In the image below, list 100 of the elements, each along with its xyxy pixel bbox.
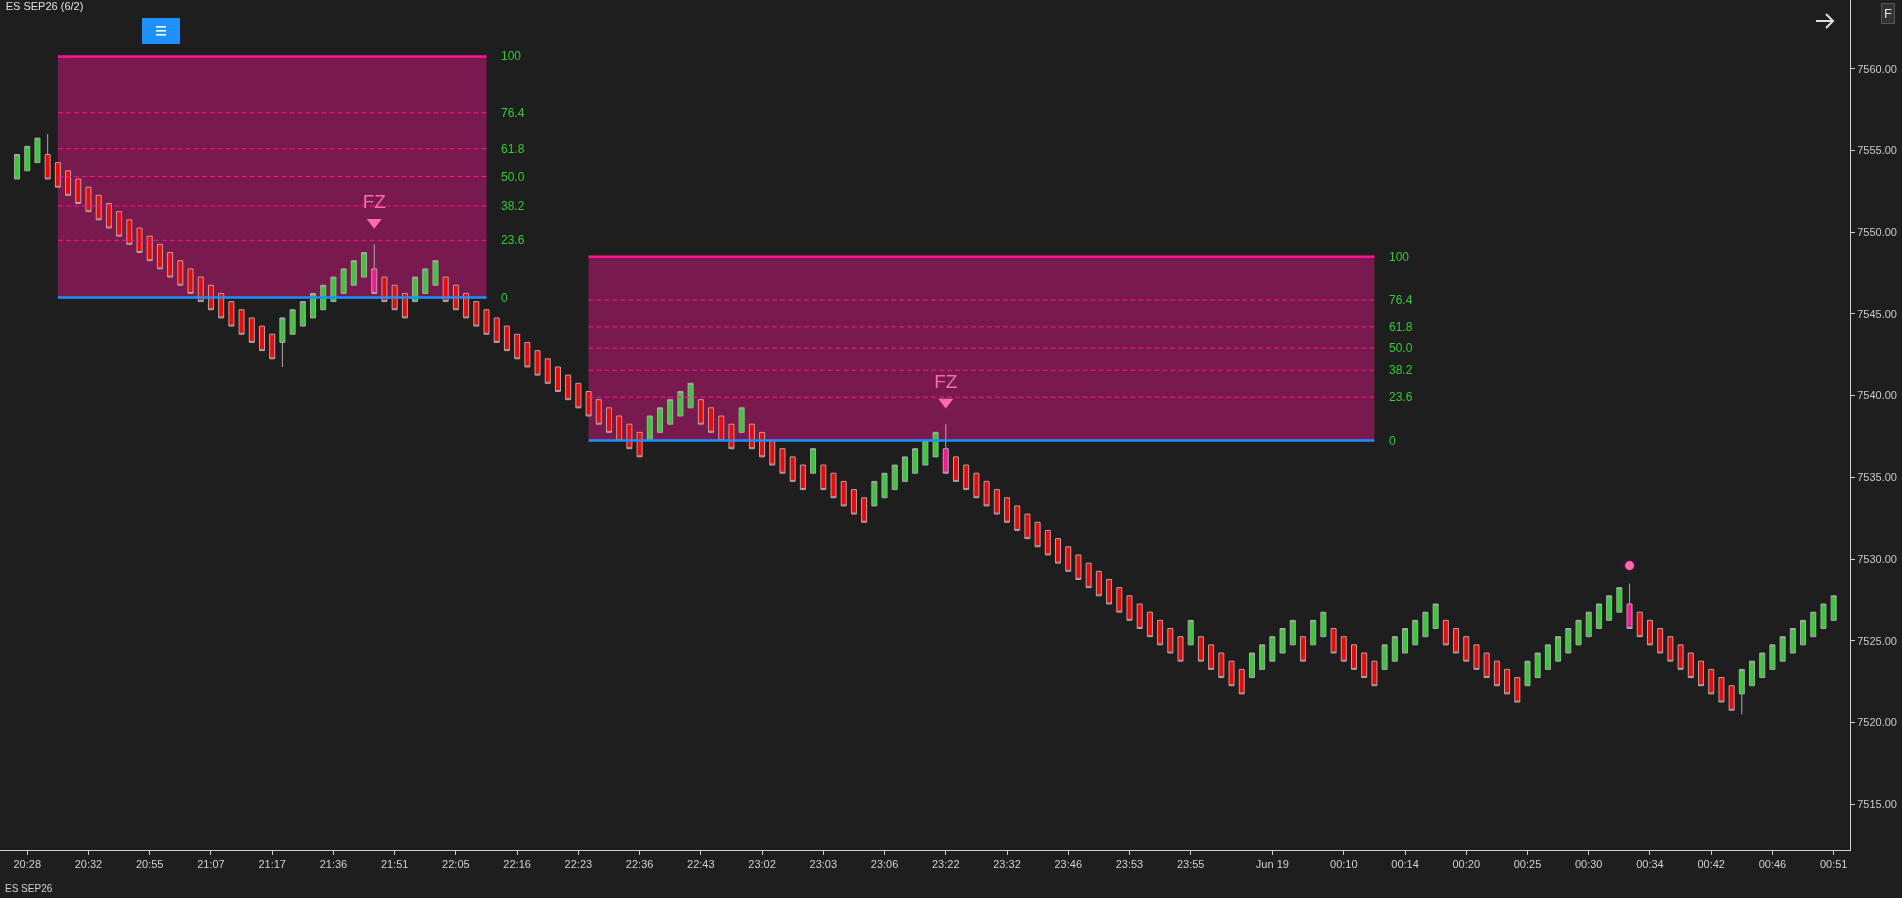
candlestick bbox=[1687, 652, 1694, 679]
candlestick bbox=[1728, 685, 1735, 711]
candlestick bbox=[289, 309, 296, 335]
candlestick bbox=[769, 440, 776, 466]
candlestick bbox=[299, 301, 306, 327]
candlestick bbox=[1402, 628, 1409, 654]
candlestick bbox=[1646, 619, 1653, 646]
y-tick-label: 7535.00 bbox=[1857, 471, 1897, 484]
candlestick bbox=[1759, 652, 1766, 679]
chart-title: ES SEP26 (6/2) bbox=[5, 0, 84, 13]
candlestick bbox=[1361, 652, 1368, 679]
candlestick bbox=[1718, 677, 1725, 703]
candlestick bbox=[54, 162, 61, 188]
y-tick-label: 7530.00 bbox=[1857, 552, 1897, 565]
x-tick-label: 23:32 bbox=[993, 858, 1021, 871]
y-tick-label: 7525.00 bbox=[1857, 634, 1897, 647]
candlestick bbox=[1126, 595, 1133, 621]
x-tick-label: 00:51 bbox=[1819, 858, 1848, 871]
candlestick bbox=[1381, 644, 1388, 670]
candlestick bbox=[1708, 668, 1715, 695]
candlestick bbox=[248, 317, 255, 343]
candlestick bbox=[871, 480, 878, 507]
candlestick bbox=[1034, 521, 1041, 548]
candlestick bbox=[657, 407, 664, 433]
candlestick bbox=[697, 399, 704, 425]
data-label: FZ bbox=[362, 191, 387, 213]
x-tick-label: 21:07 bbox=[197, 858, 225, 871]
candlestick bbox=[1810, 611, 1817, 638]
candlestick bbox=[228, 301, 235, 327]
series-label: 61.8 bbox=[1389, 320, 1413, 334]
candlestick bbox=[708, 407, 715, 433]
candlestick bbox=[503, 325, 510, 352]
candlestick bbox=[1248, 652, 1255, 679]
candlestick bbox=[1106, 578, 1113, 605]
candlestick bbox=[1351, 644, 1357, 670]
candlestick bbox=[1473, 644, 1480, 670]
x-tick-label: 00:42 bbox=[1697, 858, 1725, 871]
candlestick bbox=[1616, 587, 1623, 613]
candlestick bbox=[1208, 644, 1215, 670]
y-tick-label: 7515.00 bbox=[1857, 798, 1897, 811]
candlestick bbox=[146, 235, 153, 262]
candlestick bbox=[554, 366, 561, 392]
candlestick bbox=[534, 350, 541, 376]
x-tick-label: 23:53 bbox=[1115, 858, 1144, 871]
candlestick bbox=[1595, 603, 1602, 630]
candlestick bbox=[116, 211, 123, 237]
candlestick bbox=[524, 341, 531, 368]
candlestick bbox=[912, 448, 919, 474]
candlestick bbox=[1555, 636, 1562, 662]
series-label: 50.0 bbox=[1389, 341, 1413, 355]
candlestick bbox=[24, 145, 31, 172]
x-tick-label: 23:22 bbox=[932, 858, 960, 871]
candlestick bbox=[1024, 513, 1031, 540]
candlestick bbox=[779, 448, 786, 474]
candlestick bbox=[361, 252, 368, 278]
candlestick bbox=[1391, 636, 1398, 662]
candlestick bbox=[1544, 644, 1551, 670]
candlestick bbox=[1738, 668, 1745, 715]
candlestick bbox=[1800, 619, 1807, 646]
candlestick bbox=[1667, 636, 1674, 662]
candlestick bbox=[1177, 636, 1184, 662]
x-tick-label: 21:51 bbox=[380, 858, 409, 871]
candlestick bbox=[973, 472, 980, 499]
candlestick bbox=[1575, 619, 1582, 646]
series-label: 50.0 bbox=[501, 170, 525, 184]
candlestick bbox=[44, 133, 51, 180]
candlestick bbox=[1514, 677, 1521, 703]
candlestick bbox=[85, 186, 92, 213]
candlestick bbox=[1259, 644, 1266, 670]
candlestick bbox=[105, 203, 112, 229]
candlestick bbox=[830, 472, 837, 499]
candlestick bbox=[983, 480, 990, 507]
candlestick bbox=[126, 219, 133, 245]
x-tick-label: Jun 19 bbox=[1255, 858, 1289, 871]
candlestick bbox=[799, 464, 806, 491]
candlestick bbox=[1269, 636, 1276, 662]
candlestick bbox=[1085, 562, 1092, 589]
text: F bbox=[1884, 6, 1892, 21]
candlestick bbox=[963, 464, 970, 491]
candlestick bbox=[156, 243, 163, 270]
candlestick bbox=[1055, 538, 1062, 564]
x-tick-label: 00:20 bbox=[1452, 858, 1481, 871]
candlestick bbox=[1218, 652, 1225, 679]
candlestick bbox=[1657, 628, 1664, 654]
x-tick-label: 23:46 bbox=[1054, 858, 1083, 871]
candlestick bbox=[473, 301, 480, 327]
x-tick-label: 00:10 bbox=[1330, 858, 1358, 871]
candlestick bbox=[269, 333, 276, 360]
x-tick-label: 22:05 bbox=[442, 858, 470, 871]
candlestick bbox=[1095, 570, 1102, 597]
y-tick-label: 7550.00 bbox=[1857, 225, 1897, 238]
candlestick bbox=[34, 137, 41, 164]
candlestick bbox=[1483, 652, 1490, 679]
series-label: 100 bbox=[501, 49, 522, 63]
y-tick-label: 7560.00 bbox=[1857, 62, 1897, 75]
y-tick-label: 7520.00 bbox=[1857, 716, 1897, 729]
candlestick bbox=[993, 489, 1000, 515]
x-tick-label: 20:55 bbox=[135, 858, 164, 871]
candlestick bbox=[1136, 603, 1143, 630]
candlestick bbox=[167, 252, 174, 278]
